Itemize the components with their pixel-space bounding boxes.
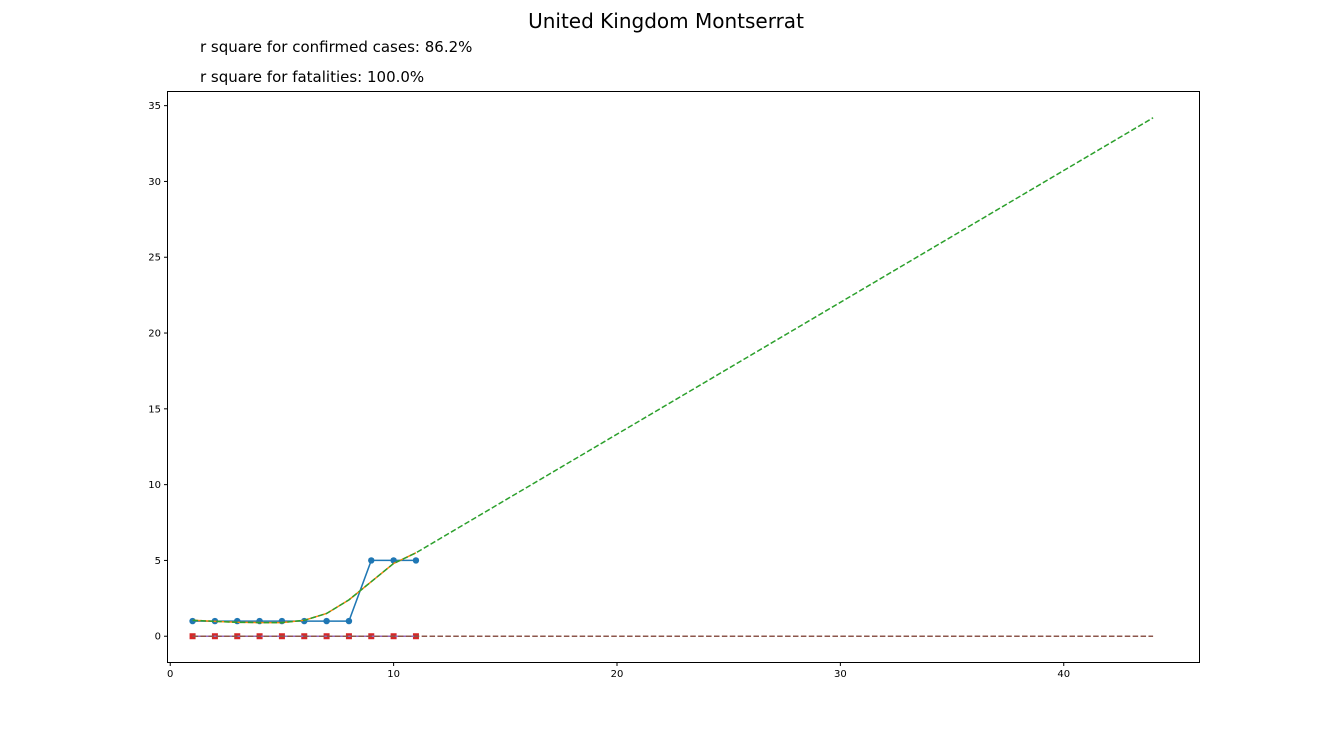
chart-title: United Kingdom Montserrat <box>528 9 804 33</box>
r-square-confirmed-annotation: r square for confirmed cases: 86.2% <box>200 38 473 56</box>
series-0-line <box>192 559 416 622</box>
series-0-point <box>345 617 353 625</box>
series-0-point <box>234 617 241 625</box>
x-tick-label: 10 <box>387 669 400 680</box>
y-tick-label: 10 <box>148 480 161 491</box>
y-axis: 0 5 10 15 20 25 30 35 <box>148 101 168 643</box>
series-2-line <box>192 117 1154 624</box>
y-tick-label: 30 <box>148 177 161 188</box>
x-tick-label: 40 <box>1057 669 1070 680</box>
series-0-point <box>189 617 196 625</box>
series-0-point <box>368 557 375 564</box>
y-tick-label: 20 <box>148 329 161 340</box>
y-tick-label: 35 <box>148 101 161 112</box>
series-1-line <box>192 552 417 624</box>
x-axis: 0 10 20 30 40 <box>167 662 1070 680</box>
y-tick-label: 0 <box>155 632 161 643</box>
x-tick-label: 30 <box>834 669 847 680</box>
x-tick-label: 0 <box>167 669 173 680</box>
y-tick-label: 15 <box>148 404 161 415</box>
series-0-point <box>412 557 420 564</box>
y-tick-label: 25 <box>148 253 161 264</box>
series-0-point <box>323 617 330 625</box>
y-tick-label: 5 <box>155 556 161 567</box>
plot-frame <box>167 91 1200 663</box>
x-tick-label: 20 <box>611 669 624 680</box>
plot-marks <box>189 117 1154 640</box>
r-square-fatalities-annotation: r square for fatalities: 100.0% <box>200 68 425 86</box>
